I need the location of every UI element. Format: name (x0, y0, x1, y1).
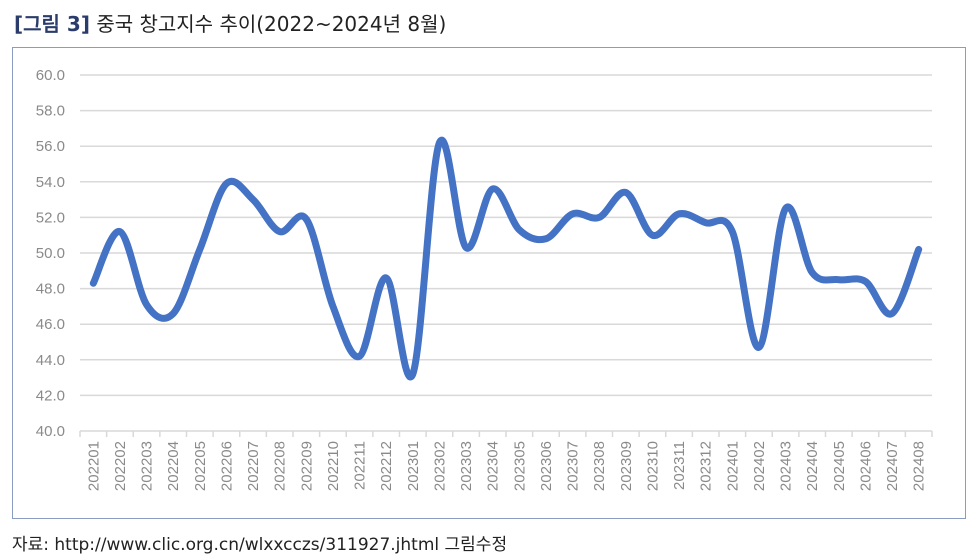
x-tick-label: 202301 (405, 441, 422, 491)
x-tick-label: 202408 (911, 441, 928, 491)
figure-title-text: 중국 창고지수 추이(2022~2024년 8월) (96, 12, 447, 36)
y-tick-label: 56.0 (36, 138, 65, 155)
x-tick-label: 202402 (751, 441, 768, 491)
x-tick-label: 202206 (218, 441, 235, 491)
x-tick-label: 202406 (857, 441, 874, 491)
y-tick-label: 52.0 (36, 209, 65, 226)
x-tick-label: 202310 (644, 441, 661, 491)
x-tick-label: 202404 (804, 441, 821, 491)
x-tick-label: 202210 (325, 441, 342, 491)
x-tick-label: 202304 (485, 441, 502, 491)
figure-title: [그림 3] 중국 창고지수 추이(2022~2024년 8월) (14, 8, 446, 37)
x-tick-label: 202203 (139, 441, 156, 491)
x-tick-label: 202209 (298, 441, 315, 491)
x-tick-label: 202211 (352, 441, 369, 490)
x-tick-label: 202309 (618, 441, 635, 491)
x-tick-label: 202403 (778, 441, 795, 491)
x-tick-label: 202312 (698, 441, 715, 491)
source-note: 자료: http://www.clic.org.cn/wlxxcczs/3119… (12, 535, 508, 555)
chart-frame: 40.0 42.0 44.0 46.0 48.0 50.0 52.0 54.0 56.0 58.0… (12, 47, 966, 519)
x-tick-label: 202305 (511, 441, 528, 491)
y-tick-label: 46.0 (36, 316, 65, 333)
x-tick-label: 202308 (591, 441, 608, 491)
x-tick-label: 202405 (831, 441, 848, 491)
x-tick-label: 202212 (378, 441, 395, 491)
x-tick-label: 202401 (724, 441, 741, 491)
y-tick-label: 50.0 (36, 245, 65, 262)
y-tick-label: 44.0 (36, 352, 65, 369)
x-tick-label: 202204 (165, 441, 182, 491)
x-tick-label: 202302 (431, 441, 448, 491)
x-tick-label: 202407 (884, 441, 901, 491)
x-tick-label: 202207 (245, 441, 262, 491)
series-line (89, 136, 923, 381)
y-tick-label: 48.0 (36, 281, 65, 298)
x-tick-label: 202307 (565, 441, 582, 491)
y-tick-label: 60.0 (36, 67, 65, 84)
line-chart: 40.0 42.0 44.0 46.0 48.0 50.0 52.0 54.0 56.0 58.0… (36, 67, 933, 491)
x-tick-label: 202201 (85, 441, 102, 491)
x-tick-label: 202303 (458, 441, 475, 491)
y-tick-label: 54.0 (36, 174, 65, 191)
x-tick-label: 202306 (538, 441, 555, 491)
figure-label: [그림 3] (14, 12, 90, 36)
x-tick-label: 202202 (112, 441, 129, 491)
x-tick-label: 202205 (192, 441, 209, 491)
y-tick-label: 58.0 (36, 103, 65, 120)
x-tick-label: 202208 (272, 441, 289, 491)
x-tick-label: 202311 (671, 441, 688, 490)
y-tick-label: 42.0 (36, 387, 65, 404)
y-tick-label: 40.0 (36, 423, 65, 440)
